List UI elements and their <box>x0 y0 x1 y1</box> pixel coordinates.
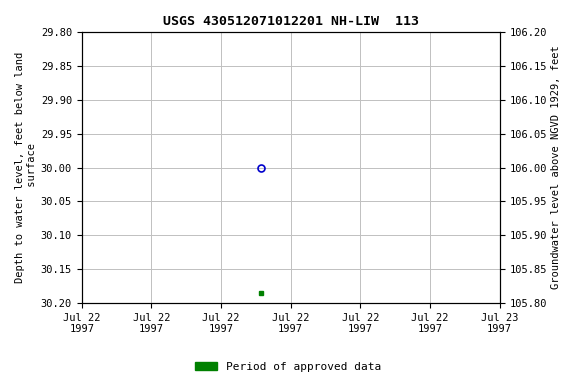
Y-axis label: Depth to water level, feet below land
 surface: Depth to water level, feet below land su… <box>15 52 37 283</box>
Legend: Period of approved data: Period of approved data <box>191 358 385 377</box>
Y-axis label: Groundwater level above NGVD 1929, feet: Groundwater level above NGVD 1929, feet <box>551 46 561 290</box>
Title: USGS 430512071012201 NH-LIW  113: USGS 430512071012201 NH-LIW 113 <box>162 15 419 28</box>
